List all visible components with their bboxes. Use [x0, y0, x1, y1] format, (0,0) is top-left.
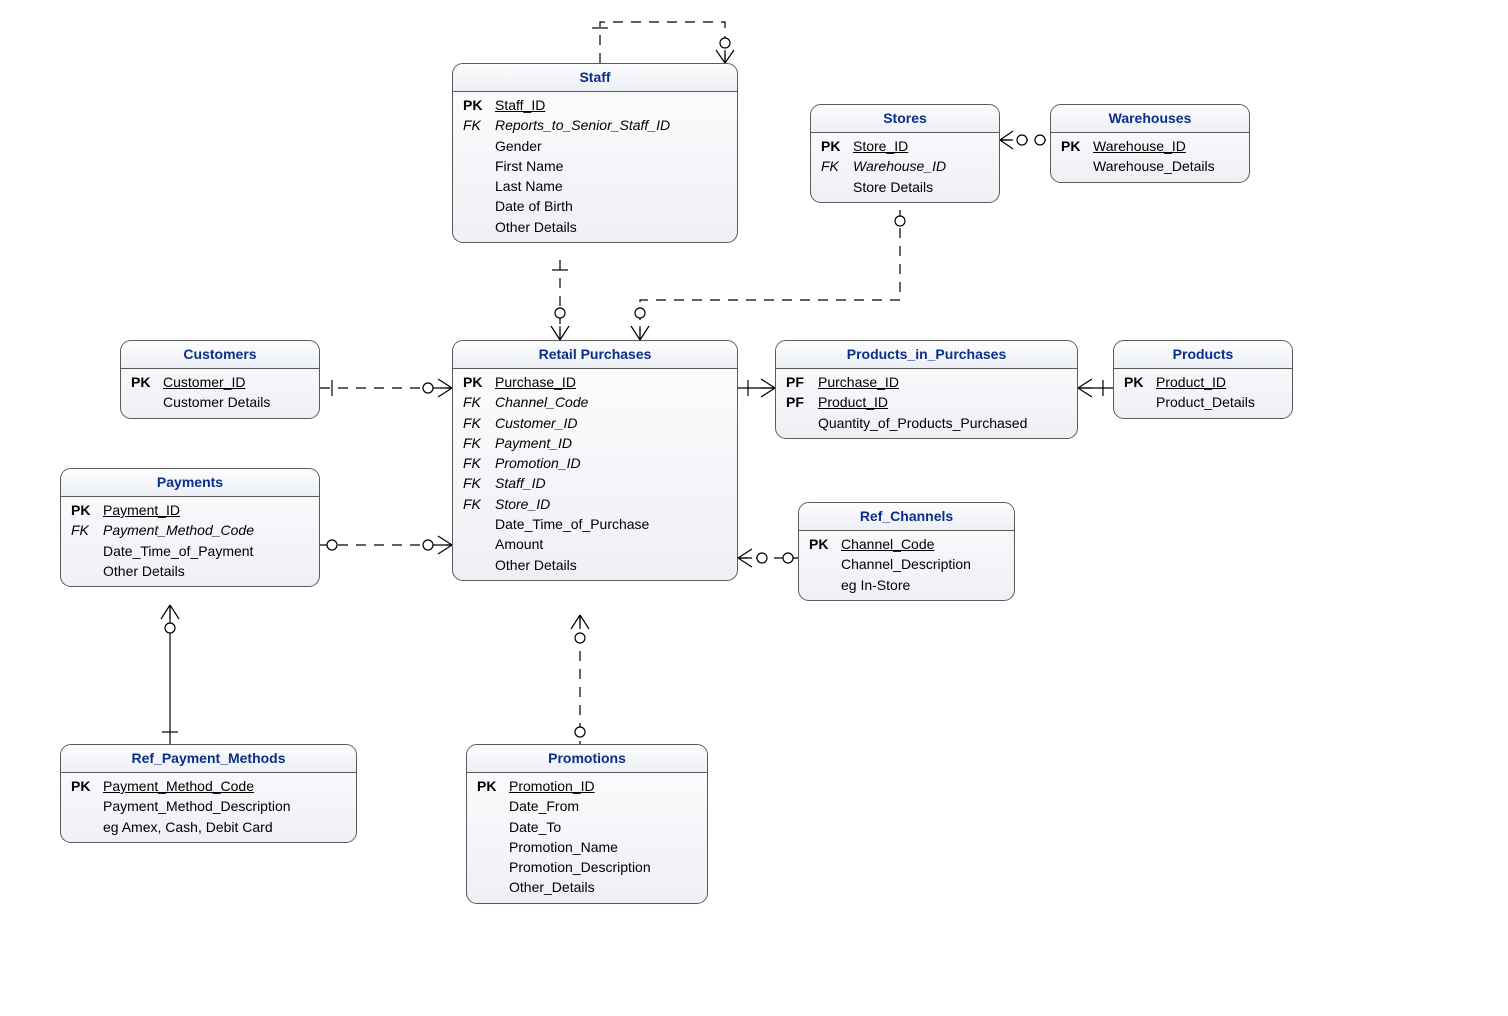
- er-diagram-canvas: Staff PKStaff_ID FKReports_to_Senior_Sta…: [0, 0, 1508, 1016]
- attr-row: Date_To: [477, 817, 697, 837]
- attr-row: Promotion_Description: [477, 857, 697, 877]
- entity-payments: Payments PKPayment_ID FKPayment_Method_C…: [60, 468, 320, 587]
- entity-title: Warehouses: [1051, 105, 1249, 133]
- attr-row: FKPayment_ID: [463, 433, 727, 453]
- entity-body: PKPayment_ID FKPayment_Method_Code Date_…: [61, 497, 319, 586]
- attr-row: PFProduct_ID: [786, 392, 1067, 412]
- attr-row: FKStaff_ID: [463, 473, 727, 493]
- entity-body: PKWarehouse_ID Warehouse_Details: [1051, 133, 1249, 182]
- entity-title: Ref_Payment_Methods: [61, 745, 356, 773]
- attr-row: Gender: [463, 136, 727, 156]
- attr-row: FKPromotion_ID: [463, 453, 727, 473]
- attr-row: Other Details: [71, 561, 309, 581]
- entity-title: Products_in_Purchases: [776, 341, 1077, 369]
- entity-body: PKCustomer_ID Customer Details: [121, 369, 319, 418]
- attr-row: PFPurchase_ID: [786, 372, 1067, 392]
- entity-products: Products PKProduct_ID Product_Details: [1113, 340, 1293, 419]
- entity-products-in-purchases: Products_in_Purchases PFPurchase_ID PFPr…: [775, 340, 1078, 439]
- entity-title: Products: [1114, 341, 1292, 369]
- attr-row: Product_Details: [1124, 392, 1282, 412]
- entity-body: PKStore_ID FKWarehouse_ID Store Details: [811, 133, 999, 202]
- entity-promotions: Promotions PKPromotion_ID Date_From Date…: [466, 744, 708, 904]
- attr-row: eg Amex, Cash, Debit Card: [71, 817, 346, 837]
- entity-title: Stores: [811, 105, 999, 133]
- attr-row: Date_Time_of_Payment: [71, 541, 309, 561]
- attr-row: eg In-Store: [809, 575, 1004, 595]
- attr-row: FKPayment_Method_Code: [71, 520, 309, 540]
- entity-warehouses: Warehouses PKWarehouse_ID Warehouse_Deta…: [1050, 104, 1250, 183]
- entity-title: Payments: [61, 469, 319, 497]
- attr-row: PKCustomer_ID: [131, 372, 309, 392]
- attr-row: PKProduct_ID: [1124, 372, 1282, 392]
- attr-row: PKPurchase_ID: [463, 372, 727, 392]
- attr-row: Promotion_Name: [477, 837, 697, 857]
- entity-body: PKChannel_Code Channel_Description eg In…: [799, 531, 1014, 600]
- attr-row: Store Details: [821, 177, 989, 197]
- entity-retail-purchases: Retail Purchases PKPurchase_ID FKChannel…: [452, 340, 738, 581]
- entity-body: PFPurchase_ID PFProduct_ID Quantity_of_P…: [776, 369, 1077, 438]
- attr-row: PKWarehouse_ID: [1061, 136, 1239, 156]
- attr-row: Last Name: [463, 176, 727, 196]
- attr-row: PKPayment_ID: [71, 500, 309, 520]
- entity-stores: Stores PKStore_ID FKWarehouse_ID Store D…: [810, 104, 1000, 203]
- entity-body: PKPromotion_ID Date_From Date_To Promoti…: [467, 773, 707, 903]
- attr-row: Quantity_of_Products_Purchased: [786, 413, 1067, 433]
- attr-row: Customer Details: [131, 392, 309, 412]
- attr-row: First Name: [463, 156, 727, 176]
- attr-row: Payment_Method_Description: [71, 796, 346, 816]
- attr-row: Amount: [463, 534, 727, 554]
- attr-row: FKChannel_Code: [463, 392, 727, 412]
- entity-title: Ref_Channels: [799, 503, 1014, 531]
- entity-body: PKPayment_Method_Code Payment_Method_Des…: [61, 773, 356, 842]
- entity-staff: Staff PKStaff_ID FKReports_to_Senior_Sta…: [452, 63, 738, 243]
- attr-row: Date of Birth: [463, 196, 727, 216]
- attr-row: Other_Details: [477, 877, 697, 897]
- entity-ref-channels: Ref_Channels PKChannel_Code Channel_Desc…: [798, 502, 1015, 601]
- entity-ref-payment-methods: Ref_Payment_Methods PKPayment_Method_Cod…: [60, 744, 357, 843]
- entity-title: Retail Purchases: [453, 341, 737, 369]
- attr-row: PKStaff_ID: [463, 95, 727, 115]
- attr-row: Channel_Description: [809, 554, 1004, 574]
- entity-customers: Customers PKCustomer_ID Customer Details: [120, 340, 320, 419]
- attr-row: Other Details: [463, 217, 727, 237]
- entity-title: Staff: [453, 64, 737, 92]
- entity-body: PKProduct_ID Product_Details: [1114, 369, 1292, 418]
- attr-row: FKStore_ID: [463, 494, 727, 514]
- entity-title: Customers: [121, 341, 319, 369]
- attr-row: PKPayment_Method_Code: [71, 776, 346, 796]
- entity-body: PKPurchase_ID FKChannel_Code FKCustomer_…: [453, 369, 737, 580]
- attr-row: Date_Time_of_Purchase: [463, 514, 727, 534]
- entity-body: PKStaff_ID FKReports_to_Senior_Staff_ID …: [453, 92, 737, 242]
- attr-row: FKWarehouse_ID: [821, 156, 989, 176]
- attr-row: FKReports_to_Senior_Staff_ID: [463, 115, 727, 135]
- attr-row: Date_From: [477, 796, 697, 816]
- attr-row: Warehouse_Details: [1061, 156, 1239, 176]
- attr-row: PKPromotion_ID: [477, 776, 697, 796]
- entity-title: Promotions: [467, 745, 707, 773]
- attr-row: PKStore_ID: [821, 136, 989, 156]
- attr-row: FKCustomer_ID: [463, 413, 727, 433]
- attr-row: Other Details: [463, 555, 727, 575]
- attr-row: PKChannel_Code: [809, 534, 1004, 554]
